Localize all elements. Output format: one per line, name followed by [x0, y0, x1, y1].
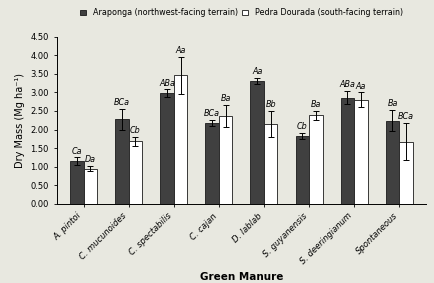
- Text: Aa: Aa: [251, 67, 262, 76]
- Text: Aa: Aa: [355, 82, 365, 91]
- Text: Bb: Bb: [265, 100, 276, 109]
- Text: BCa: BCa: [114, 98, 130, 107]
- Text: ABa: ABa: [159, 79, 174, 88]
- Bar: [174, 75, 187, 204]
- Text: BCa: BCa: [204, 110, 220, 118]
- Bar: [70, 161, 83, 204]
- Bar: [353, 100, 367, 204]
- Text: Ba: Ba: [386, 99, 397, 108]
- Bar: [83, 168, 97, 204]
- Bar: [308, 115, 322, 204]
- Text: Ba: Ba: [310, 100, 320, 109]
- Bar: [218, 116, 232, 204]
- Bar: [263, 124, 277, 204]
- Text: Ca: Ca: [72, 147, 82, 156]
- Bar: [205, 123, 218, 204]
- Bar: [295, 136, 308, 204]
- Bar: [160, 93, 174, 204]
- Text: BCa: BCa: [397, 112, 413, 121]
- Bar: [340, 98, 353, 204]
- Y-axis label: Dry Mass (Mg ha⁻¹): Dry Mass (Mg ha⁻¹): [15, 73, 25, 168]
- Text: ABa: ABa: [339, 80, 355, 89]
- Bar: [385, 121, 398, 204]
- Text: Da: Da: [85, 155, 95, 164]
- Text: Cb: Cb: [130, 126, 141, 135]
- Bar: [128, 142, 142, 204]
- Bar: [398, 142, 412, 204]
- X-axis label: Green Manure: Green Manure: [199, 272, 283, 282]
- Legend: Araponga (northwest-facing terrain), Pedra Dourada (south-facing terrain): Araponga (northwest-facing terrain), Ped…: [78, 7, 404, 19]
- Text: Aa: Aa: [175, 46, 185, 55]
- Bar: [115, 119, 128, 204]
- Text: Cb: Cb: [296, 122, 307, 131]
- Text: Ba: Ba: [220, 94, 230, 103]
- Bar: [250, 81, 263, 204]
